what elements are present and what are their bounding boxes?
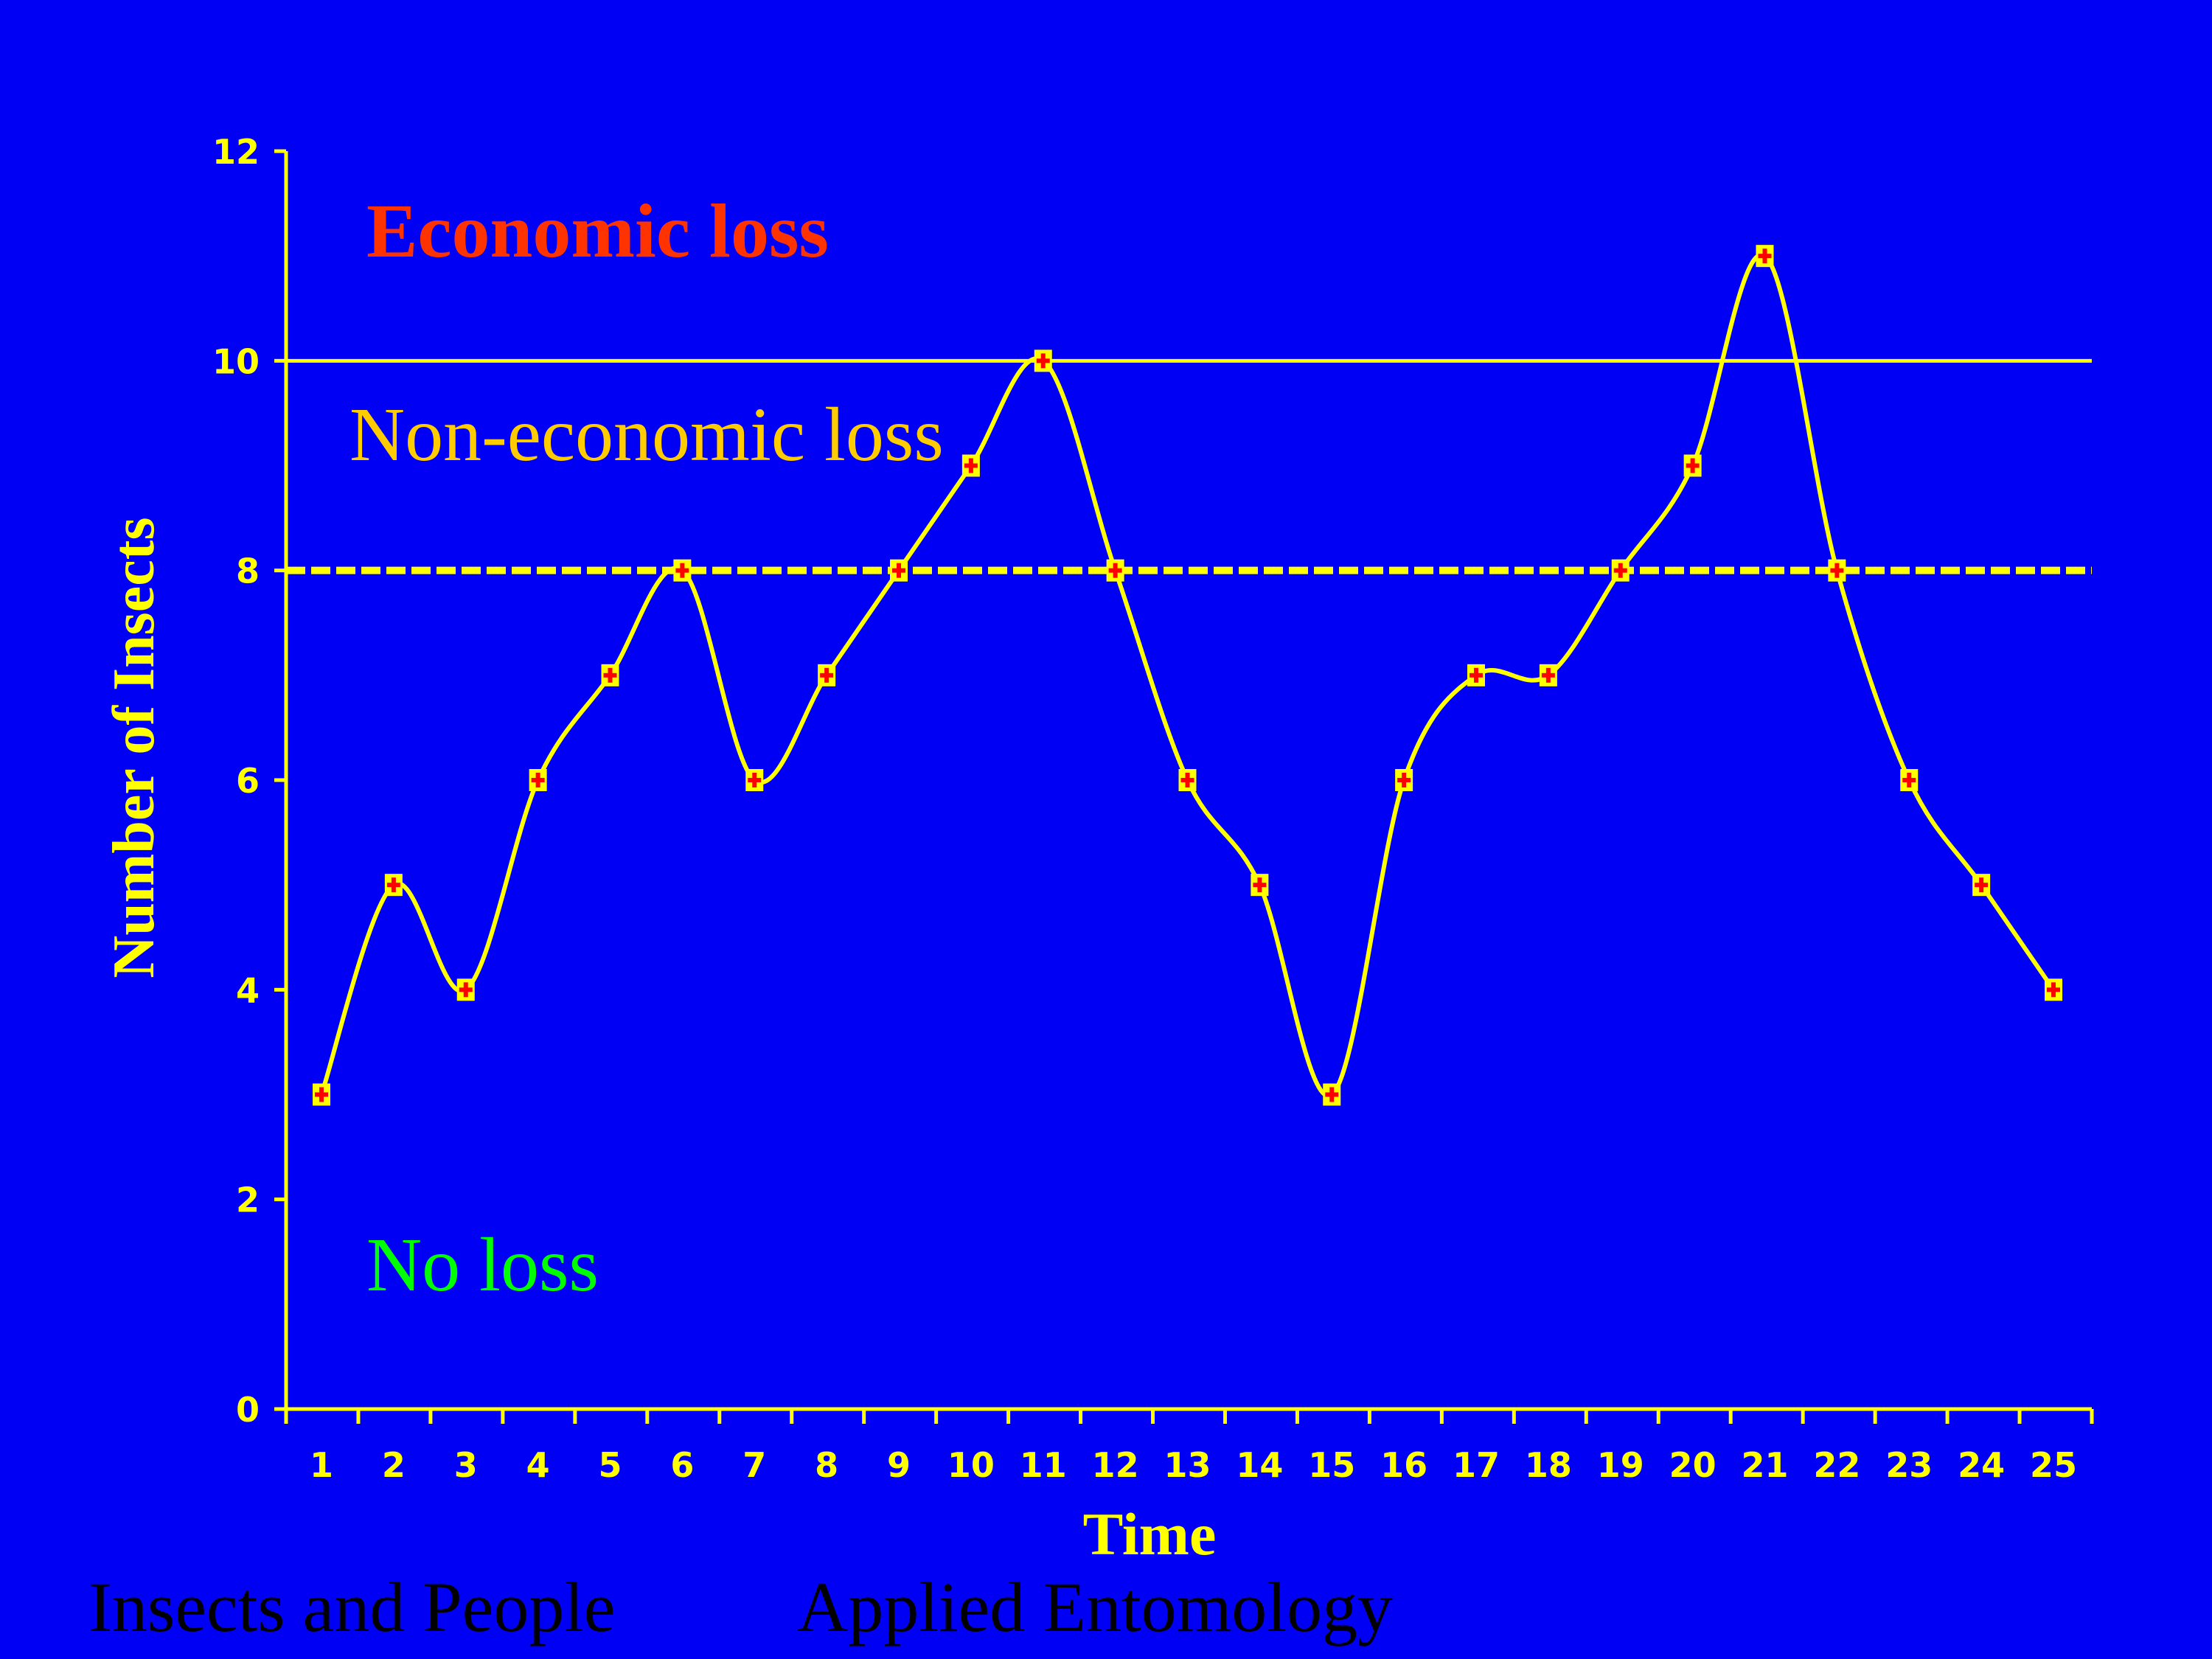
data-point-cross-v bbox=[463, 982, 468, 998]
data-point-cross-v bbox=[608, 667, 613, 683]
x-tick-label: 5 bbox=[598, 1445, 622, 1485]
data-point-cross-v bbox=[535, 773, 540, 787]
data-point-cross-v bbox=[1185, 773, 1190, 787]
x-tick-label: 25 bbox=[2030, 1445, 2077, 1485]
data-point-cross-v bbox=[680, 563, 685, 578]
data-point-cross-v bbox=[1040, 353, 1046, 369]
y-tick-label: 0 bbox=[236, 1390, 260, 1430]
data-point-cross-v bbox=[1402, 773, 1407, 787]
x-tick-label: 17 bbox=[1453, 1445, 1500, 1485]
data-point-cross-v bbox=[1474, 667, 1478, 683]
y-tick-label: 10 bbox=[212, 341, 260, 381]
x-axis-label: Time bbox=[1082, 1500, 1217, 1568]
x-tick-label: 22 bbox=[1813, 1445, 1860, 1485]
data-point-cross-v bbox=[1690, 458, 1695, 473]
x-tick-label: 16 bbox=[1380, 1445, 1427, 1485]
non-economic-loss-label: Non-economic loss bbox=[349, 392, 944, 477]
y-tick-label: 8 bbox=[236, 552, 260, 591]
x-tick-label: 19 bbox=[1597, 1445, 1644, 1485]
x-tick-label: 6 bbox=[670, 1445, 694, 1485]
x-tick-label: 3 bbox=[454, 1445, 478, 1485]
x-tick-label: 9 bbox=[887, 1445, 911, 1485]
data-point-cross-v bbox=[1113, 563, 1118, 578]
y-tick-label: 12 bbox=[212, 132, 260, 172]
x-tick-label: 12 bbox=[1092, 1445, 1139, 1485]
data-point-cross-v bbox=[1907, 773, 1912, 787]
x-tick-label: 23 bbox=[1885, 1445, 1933, 1485]
data-point-cross-v bbox=[1762, 248, 1767, 264]
footer-subtitle: Applied Entomology bbox=[797, 1568, 1393, 1646]
x-tick-label: 13 bbox=[1164, 1445, 1211, 1485]
x-tick-label: 10 bbox=[947, 1445, 995, 1485]
x-tick-label: 14 bbox=[1236, 1445, 1283, 1485]
x-tick-label: 11 bbox=[1020, 1445, 1067, 1485]
data-point-cross-v bbox=[1979, 877, 1984, 893]
x-tick-label: 21 bbox=[1741, 1445, 1788, 1485]
x-tick-label: 15 bbox=[1308, 1445, 1355, 1485]
economic-loss-label: Economic loss bbox=[366, 189, 829, 274]
data-series-line bbox=[319, 252, 2056, 1099]
y-axis-label: Number of Insects bbox=[102, 517, 167, 978]
data-point-cross-v bbox=[1618, 563, 1623, 578]
data-point-cross-v bbox=[319, 1087, 324, 1102]
y-tick-label: 2 bbox=[236, 1180, 260, 1220]
x-tick-label: 7 bbox=[742, 1445, 766, 1485]
data-point-cross-v bbox=[824, 667, 830, 683]
data-point-cross-v bbox=[2051, 982, 2056, 998]
x-tick-label: 2 bbox=[382, 1445, 406, 1485]
data-point-cross-v bbox=[968, 458, 973, 473]
y-tick-label: 4 bbox=[236, 970, 260, 1010]
x-tick-label: 18 bbox=[1525, 1445, 1572, 1485]
data-point-cross-v bbox=[897, 563, 901, 578]
x-tick-label: 1 bbox=[310, 1445, 333, 1485]
x-tick-label: 24 bbox=[1958, 1445, 2005, 1485]
x-tick-label: 4 bbox=[526, 1445, 550, 1485]
data-point-cross-v bbox=[391, 877, 396, 893]
data-point-cross-v bbox=[752, 773, 757, 787]
data-point-cross-v bbox=[1834, 563, 1840, 578]
footer-title: Insects and People bbox=[88, 1568, 616, 1646]
data-point-cross-v bbox=[1545, 667, 1551, 683]
y-tick-label: 6 bbox=[236, 761, 260, 801]
data-point-cross-v bbox=[1329, 1087, 1335, 1102]
x-tick-label: 20 bbox=[1669, 1445, 1717, 1485]
no-loss-label: No loss bbox=[366, 1222, 599, 1307]
x-tick-label: 8 bbox=[815, 1445, 838, 1485]
data-point-cross-v bbox=[1257, 877, 1262, 893]
